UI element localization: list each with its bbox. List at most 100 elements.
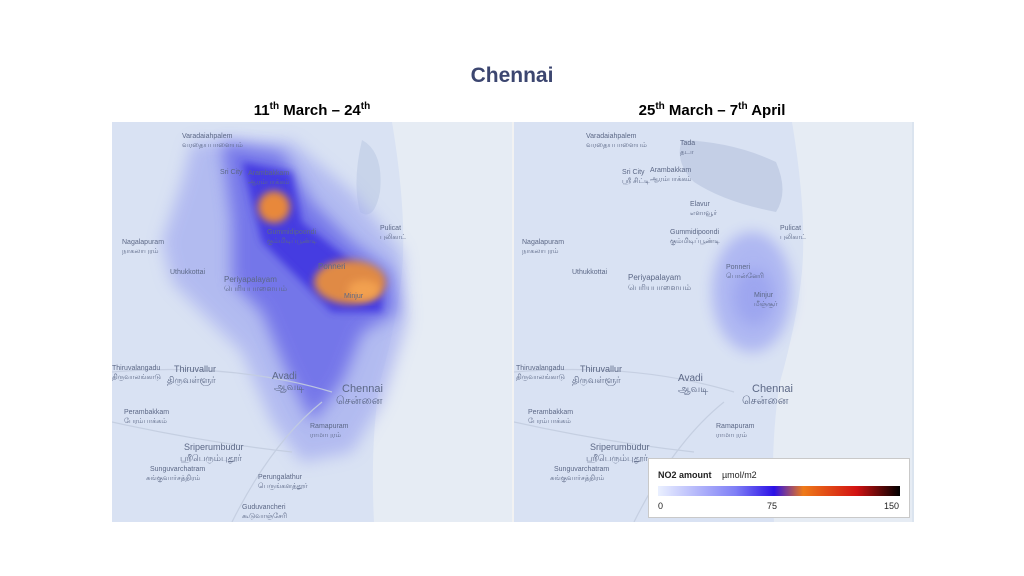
svg-text:Chennai: Chennai [752,383,793,395]
svg-text:Perambakkam: Perambakkam [528,409,573,416]
legend-tick-min: 0 [658,501,664,511]
svg-text:Avadi: Avadi [272,371,297,382]
pulicat-lake [679,140,783,212]
svg-text:வரதையபாளையம்: வரதையபாளையம் [586,142,647,149]
svg-text:Sri City: Sri City [220,169,243,176]
svg-text:Minjur: Minjur [754,292,774,299]
svg-text:பேரம்பாக்கம்: பேரம்பாக்கம் [124,418,167,425]
svg-text:Ponneri: Ponneri [726,264,751,271]
svg-text:திருவள்ளூர்: திருவள்ளூர் [167,375,216,386]
svg-text:பேரம்பாக்கம்: பேரம்பாக்கம் [528,418,571,425]
legend-tick-mid: 75 [767,501,778,511]
panel-caption-right: 25th March – 7th April [638,101,786,119]
svg-text:Elavur: Elavur [690,201,711,208]
svg-text:புலிகாட்: புலிகாட் [780,233,806,241]
svg-text:Periyapalayam: Periyapalayam [224,275,277,284]
panel-caption-left: 11th March – 24th [253,101,371,119]
svg-text:Ramapuram: Ramapuram [310,423,349,430]
svg-text:Gummidipoondi: Gummidipoondi [267,229,316,236]
svg-text:சென்னை: சென்னை [336,395,383,407]
svg-text:Uthukkottai: Uthukkottai [170,269,205,276]
map-panel-after[interactable]: Varadaiahpalem வரதையபாளையம் Tada தடா Ara… [514,122,914,522]
svg-text:Guduvancheri: Guduvancheri [242,504,286,511]
svg-text:Gummidipoondi: Gummidipoondi [670,229,719,236]
no2-plume-after [712,232,792,352]
svg-text:ஆரம்பாக்கம்: ஆரம்பாக்கம் [248,179,290,186]
svg-text:Arambakkam: Arambakkam [248,170,289,177]
panel-divider [512,122,514,522]
place-labels-before: Varadaiahpalem வரதையபாளையம் Arambakkam ஆ… [112,133,406,520]
sea-area [372,122,512,522]
svg-text:பெரியபாளையம்: பெரியபாளையம் [224,284,287,293]
place-labels-after: Varadaiahpalem வரதையபாளையம் Tada தடா Ara… [516,133,806,484]
svg-text:Varadaiahpalem: Varadaiahpalem [182,133,233,140]
svg-text:Sunguvarchatram: Sunguvarchatram [150,466,205,473]
svg-text:Thiruvallur: Thiruvallur [174,364,216,374]
svg-text:Varadaiahpalem: Varadaiahpalem [586,133,637,140]
svg-text:சுங்குவார்சத்திரம்: சுங்குவார்சத்திரம் [550,475,605,484]
svg-text:Pulicat: Pulicat [780,225,801,232]
pulicat-lake [356,140,381,215]
svg-text:கூடுவாஞ்சேரி: கூடுவாஞ்சேரி [242,513,287,520]
svg-text:Ramapuram: Ramapuram [716,423,755,430]
svg-text:Nagalapuram: Nagalapuram [522,239,564,246]
svg-text:ஸ்ரீபெரும்புதூர்: ஸ்ரீபெரும்புதூர் [586,453,648,464]
legend-title: NO2 amount [658,470,712,480]
svg-text:Pulicat: Pulicat [380,225,401,232]
svg-text:Arambakkam: Arambakkam [650,167,691,174]
svg-text:ஆவடி: ஆவடி [678,384,708,395]
svg-text:Sri City: Sri City [622,169,645,176]
svg-text:Sriperumbudur: Sriperumbudur [184,442,244,452]
no2-legend: NO2 amount µmol/m2 0 75 150 [648,458,910,518]
svg-text:Nagalapuram: Nagalapuram [122,239,164,246]
svg-text:பெரியபாளையம்: பெரியபாளையம் [628,283,691,292]
svg-text:Perambakkam: Perambakkam [124,409,169,416]
svg-text:Thiruvallur: Thiruvallur [580,364,622,374]
svg-text:Minjur: Minjur [344,293,364,300]
sea-area [772,122,912,522]
svg-text:ஆரம்பாக்கம்: ஆரம்பாக்கம் [650,176,692,183]
svg-text:கும்மிடிப்பூண்டி: கும்மிடிப்பூண்டி [670,238,720,247]
svg-text:பொன்னேரி: பொன்னேரி [726,272,764,280]
road-network-before [112,368,333,522]
svg-text:நாகலாபுரம்: நாகலாபுரம் [522,248,559,255]
svg-text:தடா: தடா [680,149,694,156]
map-panel-before[interactable]: Varadaiahpalem வரதையபாளையம் Arambakkam ஆ… [112,122,512,522]
svg-text:ஆவடி: ஆவடி [274,382,304,393]
no2-plume-before [162,142,407,462]
map-canvas-after: Varadaiahpalem வரதையபாளையம் Tada தடா Ara… [514,122,912,522]
svg-text:Ponneri: Ponneri [318,262,346,271]
legend-color-ramp [658,486,900,496]
road-network-after [514,368,735,522]
svg-text:சுங்குவார்சத்திரம்: சுங்குவார்சத்திரம் [146,475,201,484]
svg-text:Thiruvalangadu: Thiruvalangadu [516,365,564,372]
svg-text:நாகலாபுரம்: நாகலாபுரம் [122,248,159,255]
map-canvas-before: Varadaiahpalem வரதையபாளையம் Arambakkam ஆ… [112,122,512,522]
svg-text:எளாவூர்: எளாவூர் [690,210,717,217]
svg-text:Thiruvalangadu: Thiruvalangadu [112,365,160,372]
svg-text:திருவாலங்காடு: திருவாலங்காடு [112,374,161,381]
svg-text:ராமாபுரம்: ராமாபுரம் [310,432,341,439]
svg-text:ஸ்ரீ சிட்டி: ஸ்ரீ சிட்டி [622,178,650,185]
svg-text:Uthukkottai: Uthukkottai [572,269,607,276]
svg-text:திருவாலங்காடு: திருவாலங்காடு [516,374,565,381]
legend-unit: µmol/m2 [722,470,757,480]
svg-text:Sunguvarchatram: Sunguvarchatram [554,466,609,473]
svg-text:ஸ்ரீபெரும்புதூர்: ஸ்ரீபெரும்புதூர் [180,453,242,464]
svg-text:புலிகாட்: புலிகாட் [380,233,406,241]
page-title: Chennai [470,64,554,87]
svg-text:கும்மிடிப்பூண்டி: கும்மிடிப்பூண்டி [267,238,317,247]
svg-text:ராமாபுரம்: ராமாபுரம் [716,432,747,439]
svg-text:Sriperumbudur: Sriperumbudur [590,442,650,452]
svg-text:Periyapalayam: Periyapalayam [628,273,681,282]
svg-text:Chennai: Chennai [342,383,383,395]
legend-tick-max: 150 [884,501,900,511]
svg-text:திருவள்ளூர்: திருவள்ளூர் [572,375,621,386]
svg-text:சென்னை: சென்னை [742,395,789,407]
svg-text:Avadi: Avadi [678,373,703,384]
svg-text:Tada: Tada [680,140,695,147]
svg-text:பெருங்களத்தூர்: பெருங்களத்தூர் [258,482,308,490]
svg-text:Perungalathur: Perungalathur [258,474,303,481]
svg-text:வரதையபாளையம்: வரதையபாளையம் [182,142,243,149]
svg-text:மீஞ்சூர்: மீஞ்சூர் [754,300,778,308]
